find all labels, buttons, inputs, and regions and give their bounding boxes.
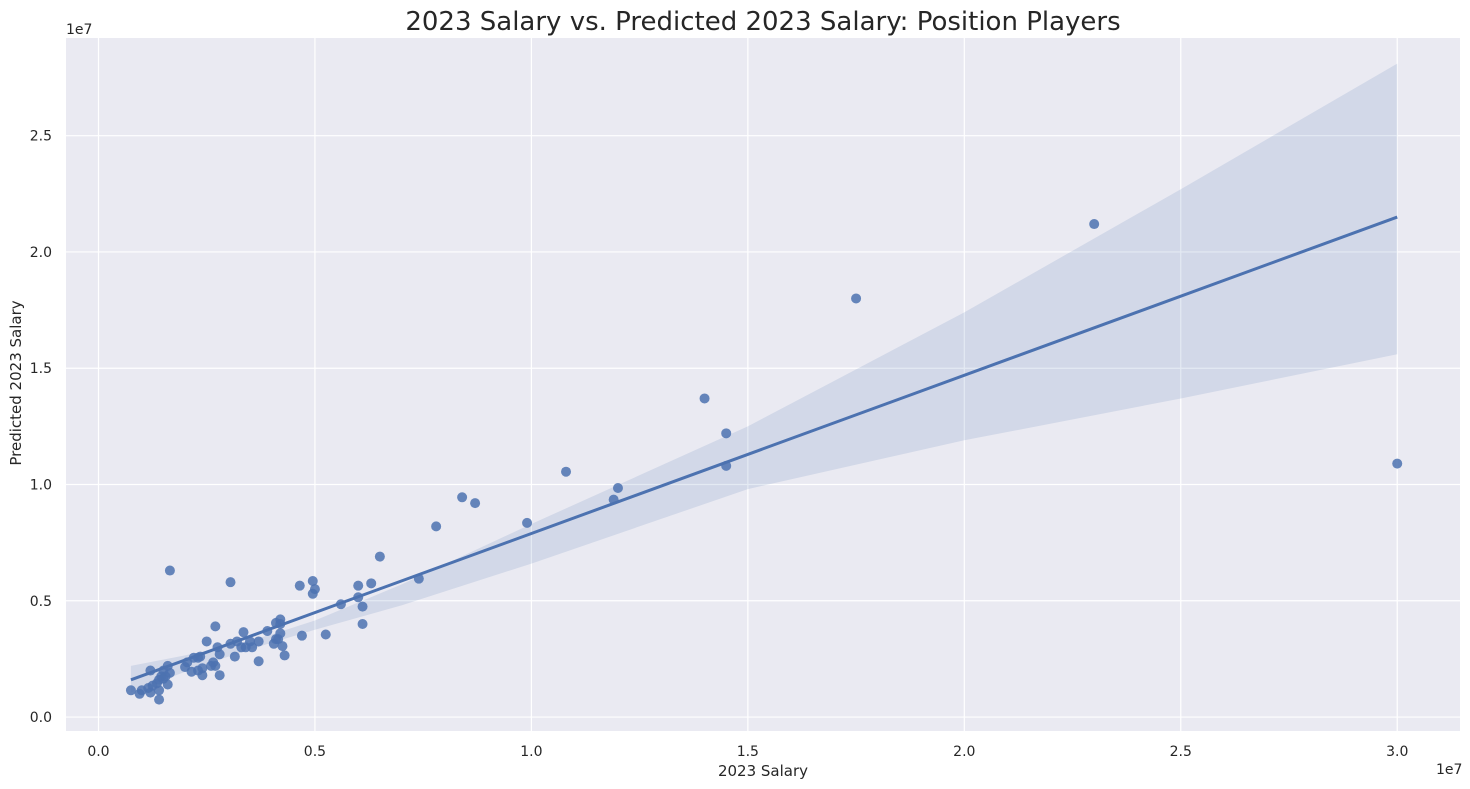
x-tick-label: 0.5	[304, 744, 326, 760]
data-point	[277, 641, 287, 651]
x-tick-label: 0.0	[87, 744, 109, 760]
data-point	[163, 679, 173, 689]
data-point	[353, 592, 363, 602]
data-point	[202, 636, 212, 646]
data-point	[215, 670, 225, 680]
data-point	[238, 627, 248, 637]
data-point	[254, 636, 264, 646]
data-point	[145, 666, 155, 676]
x-tick-label: 3.0	[1386, 744, 1408, 760]
y-tick-label: 1.5	[30, 361, 52, 377]
data-point	[522, 518, 532, 528]
data-point	[358, 619, 368, 629]
y-tick-label: 2.0	[30, 245, 52, 261]
x-tick-label: 1.5	[737, 744, 759, 760]
data-point	[336, 599, 346, 609]
data-point	[215, 649, 225, 659]
data-point	[457, 492, 467, 502]
data-point	[297, 631, 307, 641]
data-point	[561, 467, 571, 477]
data-point	[609, 495, 619, 505]
y-tick-label: 0.5	[30, 594, 52, 610]
data-point	[210, 661, 220, 671]
y-axis-ticks: 0.0 0.5 1.0 1.5 2.0 2.5	[30, 129, 52, 726]
data-point	[254, 656, 264, 666]
data-point	[197, 670, 207, 680]
chart-title: 2023 Salary vs. Predicted 2023 Salary: P…	[405, 7, 1120, 37]
data-point	[851, 293, 861, 303]
y-axis-label: Predicted 2023 Salary	[7, 300, 25, 465]
data-point	[700, 393, 710, 403]
data-point	[126, 685, 136, 695]
data-point	[470, 498, 480, 508]
data-point	[154, 685, 164, 695]
x-tick-label: 2.0	[953, 744, 975, 760]
x-tick-label: 1.0	[520, 744, 542, 760]
data-point	[165, 566, 175, 576]
data-point	[375, 552, 385, 562]
data-point	[210, 621, 220, 631]
x-axis-exponent: 1e7	[1436, 762, 1462, 778]
data-point	[280, 650, 290, 660]
data-point	[353, 581, 363, 591]
x-tick-label: 2.5	[1170, 744, 1192, 760]
data-point	[275, 614, 285, 624]
data-point	[721, 428, 731, 438]
data-point	[230, 652, 240, 662]
data-point	[721, 461, 731, 471]
data-point	[195, 652, 205, 662]
data-point	[321, 629, 331, 639]
data-point	[165, 668, 175, 678]
y-tick-label: 1.0	[30, 477, 52, 493]
x-axis-label: 2023 Salary	[718, 762, 808, 780]
data-point	[1392, 459, 1402, 469]
y-axis-exponent: 1e7	[66, 22, 92, 38]
data-point	[310, 584, 320, 594]
data-point	[1089, 219, 1099, 229]
data-point	[154, 695, 164, 705]
data-point	[226, 577, 236, 587]
data-point	[262, 626, 272, 636]
y-tick-label: 0.0	[30, 710, 52, 726]
y-tick-label: 2.5	[30, 129, 52, 145]
data-point	[358, 602, 368, 612]
data-point	[613, 483, 623, 493]
x-axis-ticks: 0.0 0.5 1.0 1.5 2.0 2.5 3.0	[87, 744, 1408, 760]
data-point	[431, 521, 441, 531]
data-point	[366, 578, 376, 588]
data-point	[295, 581, 305, 591]
data-point	[414, 574, 424, 584]
data-point	[275, 628, 285, 638]
